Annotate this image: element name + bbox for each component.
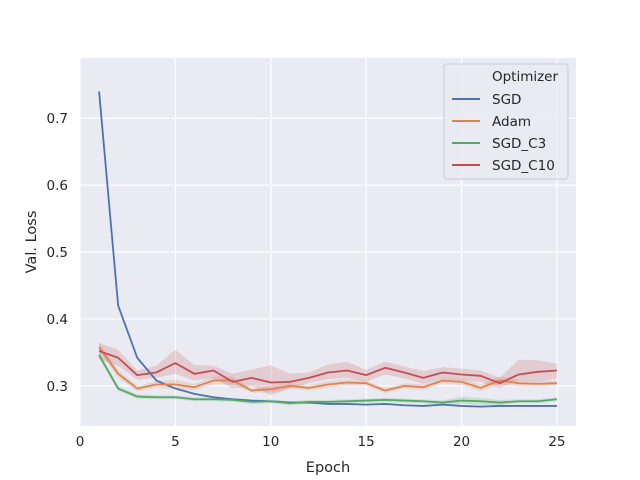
y-tick-label: 0.6 xyxy=(47,178,68,194)
band-sgd-c3 xyxy=(99,351,557,406)
y-tick-label: 0.3 xyxy=(47,379,68,395)
x-tick-label: 25 xyxy=(548,434,565,450)
series-line-sgd-c3 xyxy=(98,354,558,405)
x-tick-labels: 0 5 10 15 20 25 xyxy=(76,434,566,450)
y-tick-label: 0.5 xyxy=(47,245,68,261)
series-line-sgd-c10 xyxy=(98,350,557,385)
series-line-sgd xyxy=(98,91,557,408)
y-axis-label: Val. Loss xyxy=(24,211,40,274)
x-tick-label: 0 xyxy=(76,434,85,450)
legend-item-sgd: SGD xyxy=(452,92,521,108)
legend-label: SGD_C10 xyxy=(492,158,555,174)
legend-label: SGD xyxy=(492,92,521,108)
y-tick-label: 0.7 xyxy=(47,111,68,127)
x-tick-label: 15 xyxy=(358,434,375,450)
legend-item-sgd-c3: SGD_C3 xyxy=(452,136,546,152)
legend-title: Optimizer xyxy=(492,69,559,85)
y-tick-labels: 0.3 0.4 0.5 0.6 0.7 xyxy=(47,111,68,395)
legend-items: SGD Adam SGD_C3 SGD_C10 xyxy=(452,92,555,174)
legend: Optimizer SGD Adam SGD_C3 SGD_C10 xyxy=(443,63,569,180)
legend-item-adam: Adam xyxy=(452,114,531,130)
series-line-adam xyxy=(98,346,557,392)
legend-item-sgd-c10: SGD_C10 xyxy=(452,158,555,174)
legend-box xyxy=(443,63,569,180)
y-tick-label: 0.4 xyxy=(47,312,68,328)
legend-label: Adam xyxy=(492,114,531,130)
band-sgd-c10 xyxy=(99,343,557,396)
series-lines xyxy=(98,91,558,408)
legend-label: SGD_C3 xyxy=(492,136,546,152)
x-tick-label: 5 xyxy=(171,434,180,450)
x-tick-label: 10 xyxy=(262,434,279,450)
x-axis-label: Epoch xyxy=(306,460,350,476)
x-tick-label: 20 xyxy=(453,434,470,450)
